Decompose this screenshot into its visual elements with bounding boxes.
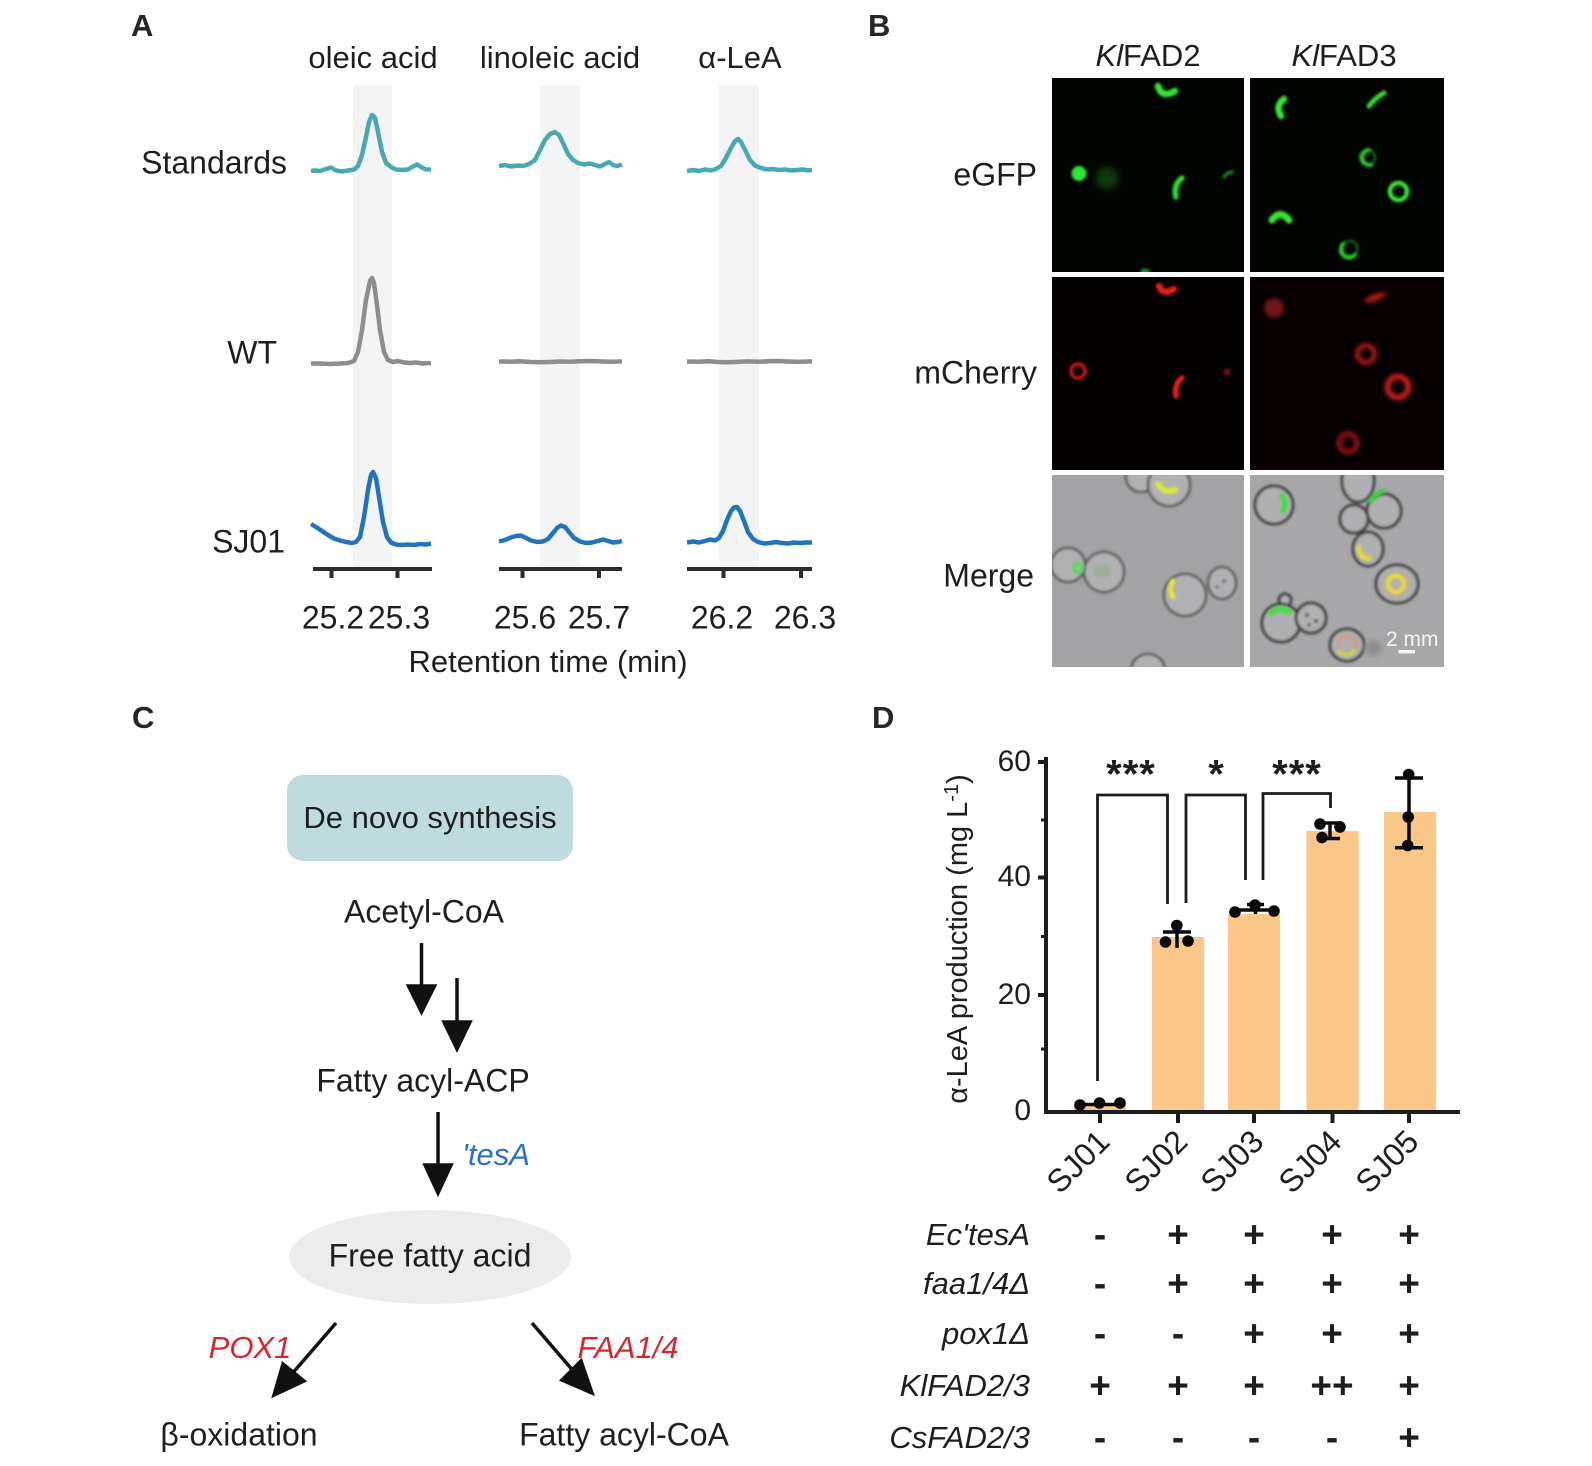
svg-text:2 mm: 2 mm: [1386, 628, 1439, 651]
